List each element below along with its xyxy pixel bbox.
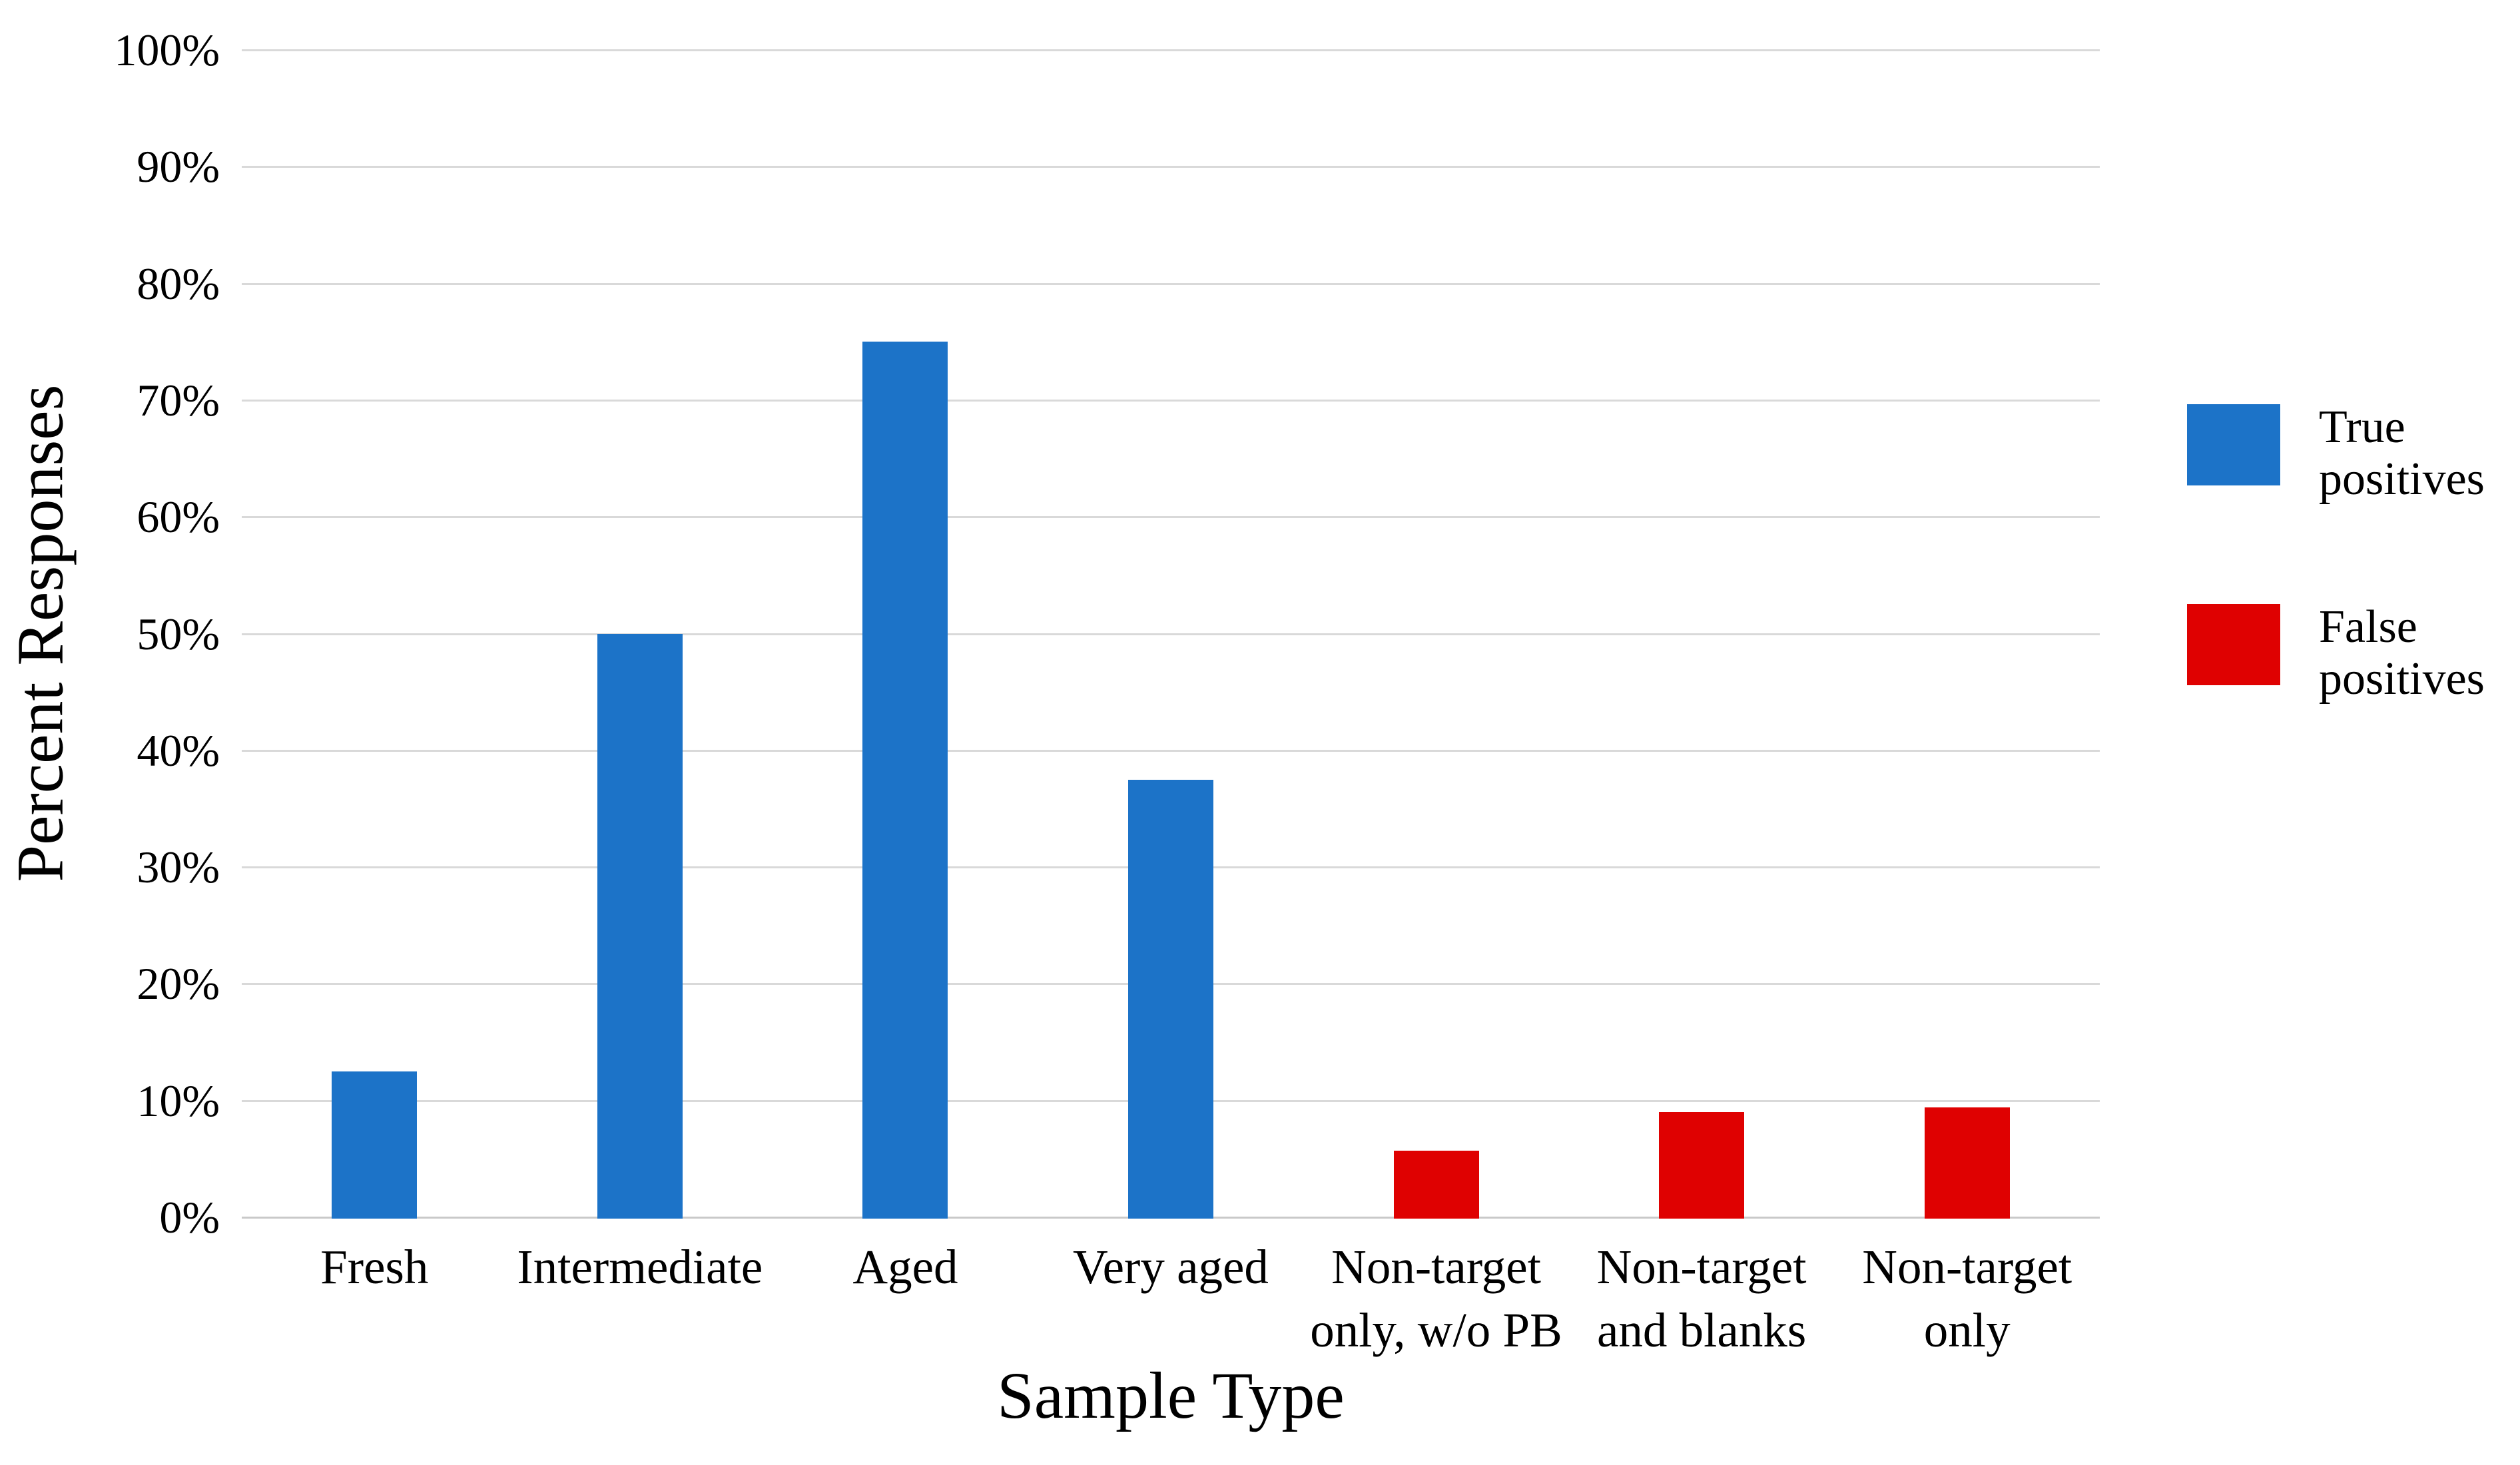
x-axis-title: Sample Type xyxy=(997,1358,1345,1432)
x-category-label-non-target-and-blanks: Non-target and blanks xyxy=(1596,1240,1807,1357)
x-category-label-very-aged: Very aged xyxy=(1073,1240,1269,1294)
y-tick-label-100: 100% xyxy=(114,25,220,75)
y-tick-label-90: 90% xyxy=(137,141,220,192)
gridline-40 xyxy=(242,749,2100,752)
y-tick-label-10: 10% xyxy=(137,1075,220,1126)
y-tick-label-80: 80% xyxy=(137,258,220,309)
x-category-label-non-target-only: Non-target only xyxy=(1862,1240,2072,1357)
bar-non-target-and-blanks xyxy=(1659,1112,1745,1219)
bar-intermediate xyxy=(597,633,683,1219)
gridline-90 xyxy=(242,166,2100,168)
y-tick-label-70: 70% xyxy=(137,374,220,426)
bar-very-aged xyxy=(1128,779,1213,1219)
y-tick-label-50: 50% xyxy=(137,608,220,659)
legend-swatch-true-positives xyxy=(2187,404,2280,485)
gridline-70 xyxy=(242,399,2100,402)
x-category-label-intermediate: Intermediate xyxy=(517,1240,763,1294)
bar-aged xyxy=(862,342,948,1219)
legend-label-false-positives: False positives xyxy=(2319,601,2485,705)
y-tick-label-30: 30% xyxy=(137,842,220,893)
y-axis-title: Percent Responses xyxy=(3,384,77,882)
y-tick-label-60: 60% xyxy=(137,491,220,543)
y-tick-label-0: 0% xyxy=(159,1192,220,1243)
legend-swatch-false-positives xyxy=(2187,604,2280,685)
x-category-label-fresh: Fresh xyxy=(320,1240,429,1294)
gridline-50 xyxy=(242,633,2100,635)
bar-non-target-only-w-o-pb xyxy=(1393,1151,1479,1219)
gridline-80 xyxy=(242,282,2100,285)
gridline-60 xyxy=(242,516,2100,519)
legend-label-true-positives: True positives xyxy=(2319,402,2485,505)
gridline-100 xyxy=(242,49,2100,51)
x-category-label-aged: Aged xyxy=(852,1240,958,1294)
x-category-label-non-target-only-w-o-pb: Non-target only, w/o PB xyxy=(1310,1240,1562,1357)
bar-fresh xyxy=(332,1071,418,1219)
bar-non-target-only xyxy=(1924,1107,2010,1219)
y-tick-label-40: 40% xyxy=(137,725,220,776)
y-tick-label-20: 20% xyxy=(137,958,220,1010)
